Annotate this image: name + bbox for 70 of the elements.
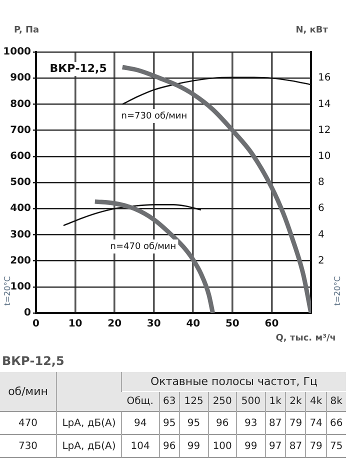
text: 104: [122, 434, 160, 458]
text: 8k: [326, 392, 346, 412]
text: 97: [265, 434, 286, 458]
y-tick-label: 100: [10, 281, 32, 292]
x-tick-label: 0: [32, 318, 40, 330]
text: Октавные полосы частот, Гц: [122, 372, 346, 392]
y2-tick-label: 2: [318, 255, 324, 266]
text: t=20°C: [3, 276, 12, 306]
text: 87: [286, 434, 306, 458]
text: t=20°C: [333, 276, 342, 306]
text: 75: [326, 434, 346, 458]
y2-tick-label: 6: [318, 203, 324, 214]
y-tick-label: 1000: [3, 46, 32, 58]
text: 470: [0, 412, 56, 434]
text: Общ.: [122, 392, 160, 412]
y-tick-label: 200: [10, 255, 32, 266]
annotation: ВКР-12,5: [50, 62, 107, 75]
text: 63: [159, 392, 180, 412]
text: 96: [159, 434, 180, 458]
text: 250: [208, 392, 237, 412]
y-tick-label: 700: [10, 124, 32, 136]
y-tick-label: 500: [10, 177, 32, 188]
y2-tick-label: 14: [318, 98, 331, 110]
y-tick-label: 900: [10, 72, 32, 84]
text: 96: [208, 412, 237, 434]
y-tick-label: 400: [10, 203, 32, 214]
y-tick-label: 600: [10, 150, 32, 162]
y-tick-label: 0: [24, 308, 32, 319]
x-tick-label: 50: [225, 318, 240, 330]
text: LpA, дБ(A): [56, 412, 122, 434]
text: 4k: [306, 392, 326, 412]
x-axis-title: Q, тыс. м³/ч: [276, 333, 336, 344]
text: 2k: [286, 392, 306, 412]
annotation: n=730 об/мин: [121, 111, 188, 122]
x-tick-label: 60: [264, 318, 279, 330]
text: 93: [236, 412, 266, 434]
y2-tick-label: 16: [318, 72, 331, 84]
x-tick-label: 40: [186, 318, 200, 330]
text: 1k: [265, 392, 286, 412]
text: 87: [265, 412, 286, 434]
y2-tick-label: 12: [318, 124, 331, 136]
x-tick-label: 30: [146, 318, 161, 330]
text: 125: [180, 392, 208, 412]
y2-tick-label: 10: [318, 150, 331, 162]
x-tick-label: 20: [108, 318, 122, 330]
line-series: [62, 204, 202, 226]
text: 100: [208, 434, 237, 458]
text: 66: [326, 412, 346, 434]
text: 500: [236, 392, 266, 412]
line-series: [92, 199, 216, 313]
annotation: n=470 об/мин: [110, 242, 176, 252]
text: 730: [0, 434, 56, 458]
y2-axis-title: N, кВт: [296, 25, 329, 36]
text: 95: [180, 412, 208, 434]
y2-tick-label: 4: [318, 229, 324, 240]
y2-tick-label: 8: [318, 177, 324, 188]
y-tick-label: 300: [10, 229, 32, 240]
text: ВКР-12,5: [2, 354, 64, 368]
text: 79: [306, 434, 326, 458]
text: 99: [180, 434, 208, 458]
text: об/мин: [0, 372, 56, 412]
text: 79: [286, 412, 306, 434]
y-tick-label: 800: [10, 98, 32, 110]
y-axis-title: P, Па: [14, 25, 40, 36]
text: LpA, дБ(A): [56, 434, 122, 458]
text: 95: [159, 412, 180, 434]
x-tick-label: 10: [68, 318, 82, 330]
text: 74: [306, 412, 326, 434]
text: 94: [122, 412, 160, 434]
text: 99: [236, 434, 266, 458]
